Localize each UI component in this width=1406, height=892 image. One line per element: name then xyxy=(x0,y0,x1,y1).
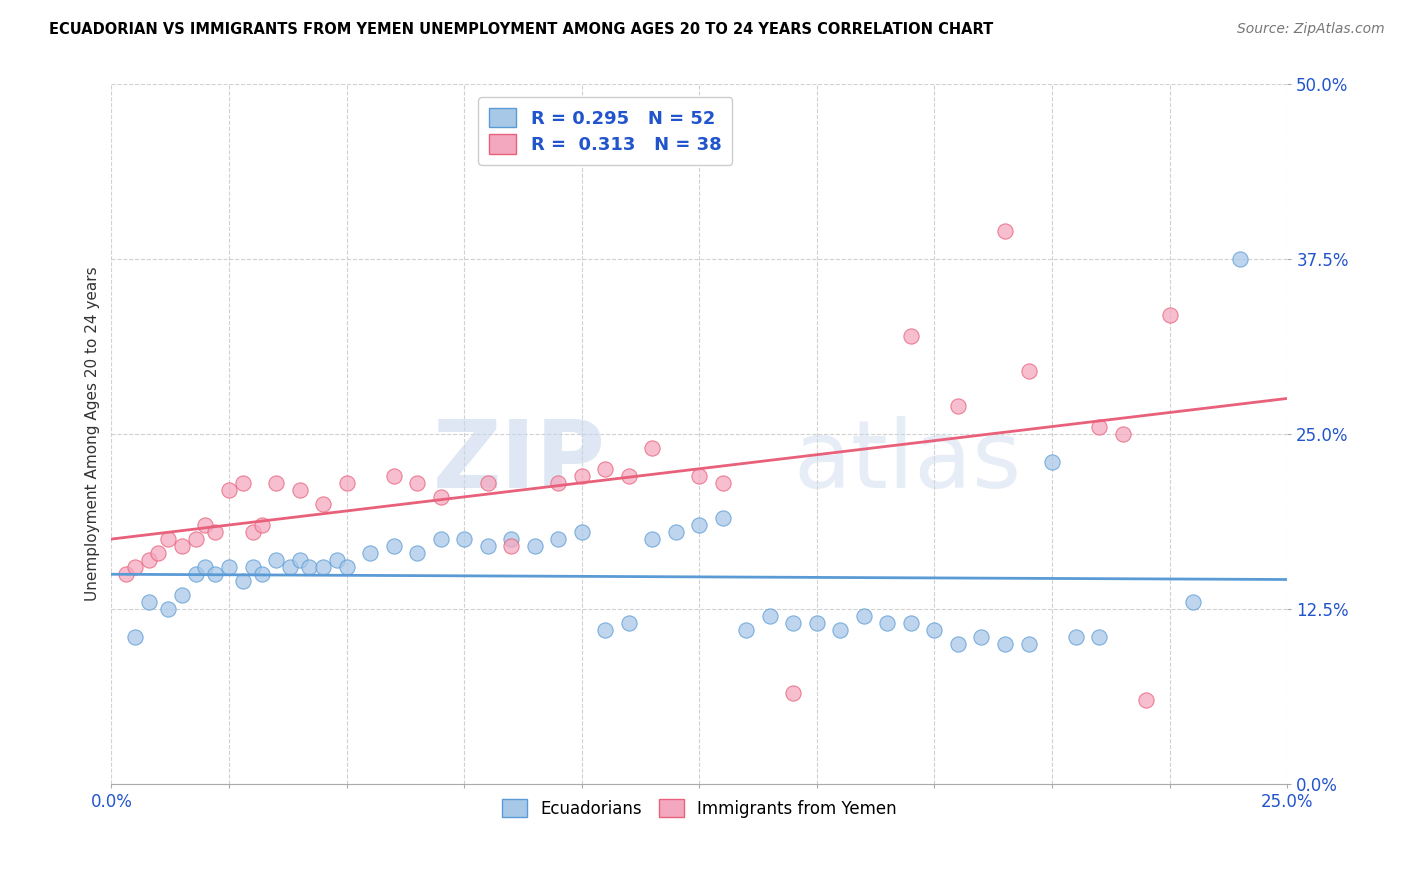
Point xyxy=(735,623,758,637)
Point xyxy=(900,329,922,343)
Point xyxy=(782,686,804,700)
Point xyxy=(170,588,193,602)
Point xyxy=(547,532,569,546)
Point xyxy=(114,566,136,581)
Point xyxy=(194,560,217,574)
Point xyxy=(232,574,254,588)
Point xyxy=(406,546,429,560)
Point xyxy=(641,441,664,455)
Point xyxy=(242,560,264,574)
Point xyxy=(1111,427,1133,442)
Point xyxy=(232,476,254,491)
Point xyxy=(688,469,710,483)
Point xyxy=(617,469,640,483)
Point xyxy=(138,553,160,567)
Point xyxy=(994,224,1017,238)
Point xyxy=(156,602,179,616)
Point xyxy=(453,532,475,546)
Point xyxy=(900,615,922,630)
Point xyxy=(194,518,217,533)
Point xyxy=(830,623,852,637)
Point xyxy=(242,524,264,539)
Point xyxy=(946,637,969,651)
Point xyxy=(946,399,969,413)
Point xyxy=(571,469,593,483)
Point xyxy=(711,511,734,525)
Point xyxy=(218,483,240,497)
Point xyxy=(156,532,179,546)
Point xyxy=(782,615,804,630)
Point xyxy=(312,560,335,574)
Point xyxy=(924,623,946,637)
Point xyxy=(124,560,146,574)
Point xyxy=(250,566,273,581)
Point xyxy=(665,524,688,539)
Point xyxy=(1018,364,1040,378)
Point xyxy=(852,608,875,623)
Point xyxy=(184,532,207,546)
Point xyxy=(571,524,593,539)
Point xyxy=(326,553,349,567)
Point xyxy=(298,560,321,574)
Point xyxy=(501,532,523,546)
Point xyxy=(641,532,664,546)
Point xyxy=(1229,252,1251,267)
Point xyxy=(184,566,207,581)
Point xyxy=(170,539,193,553)
Point xyxy=(429,532,451,546)
Point xyxy=(124,630,146,644)
Point xyxy=(278,560,301,574)
Point xyxy=(1088,420,1111,434)
Point xyxy=(617,615,640,630)
Point xyxy=(523,539,546,553)
Point xyxy=(876,615,898,630)
Point xyxy=(288,553,311,567)
Point xyxy=(429,490,451,504)
Point xyxy=(335,560,357,574)
Point xyxy=(382,539,405,553)
Point xyxy=(406,476,429,491)
Point xyxy=(218,560,240,574)
Text: ECUADORIAN VS IMMIGRANTS FROM YEMEN UNEMPLOYMENT AMONG AGES 20 TO 24 YEARS CORRE: ECUADORIAN VS IMMIGRANTS FROM YEMEN UNEM… xyxy=(49,22,994,37)
Point xyxy=(204,566,226,581)
Point xyxy=(148,546,170,560)
Point xyxy=(1040,455,1063,469)
Text: ZIP: ZIP xyxy=(433,416,605,508)
Point xyxy=(547,476,569,491)
Point xyxy=(477,539,499,553)
Point xyxy=(250,518,273,533)
Point xyxy=(1088,630,1111,644)
Point xyxy=(1182,595,1205,609)
Text: Source: ZipAtlas.com: Source: ZipAtlas.com xyxy=(1237,22,1385,37)
Point xyxy=(1135,693,1157,707)
Point xyxy=(759,608,782,623)
Point xyxy=(994,637,1017,651)
Point xyxy=(335,476,357,491)
Point xyxy=(359,546,381,560)
Point xyxy=(264,476,287,491)
Point xyxy=(711,476,734,491)
Legend: Ecuadorians, Immigrants from Yemen: Ecuadorians, Immigrants from Yemen xyxy=(495,792,903,824)
Y-axis label: Unemployment Among Ages 20 to 24 years: Unemployment Among Ages 20 to 24 years xyxy=(86,267,100,601)
Point xyxy=(593,462,616,476)
Point xyxy=(382,469,405,483)
Point xyxy=(806,615,828,630)
Point xyxy=(1159,308,1181,322)
Point xyxy=(288,483,311,497)
Point xyxy=(593,623,616,637)
Point xyxy=(264,553,287,567)
Point xyxy=(1018,637,1040,651)
Point xyxy=(204,524,226,539)
Text: atlas: atlas xyxy=(793,416,1022,508)
Point xyxy=(970,630,993,644)
Point xyxy=(138,595,160,609)
Point xyxy=(688,518,710,533)
Point xyxy=(1064,630,1087,644)
Point xyxy=(312,497,335,511)
Point xyxy=(501,539,523,553)
Point xyxy=(477,476,499,491)
